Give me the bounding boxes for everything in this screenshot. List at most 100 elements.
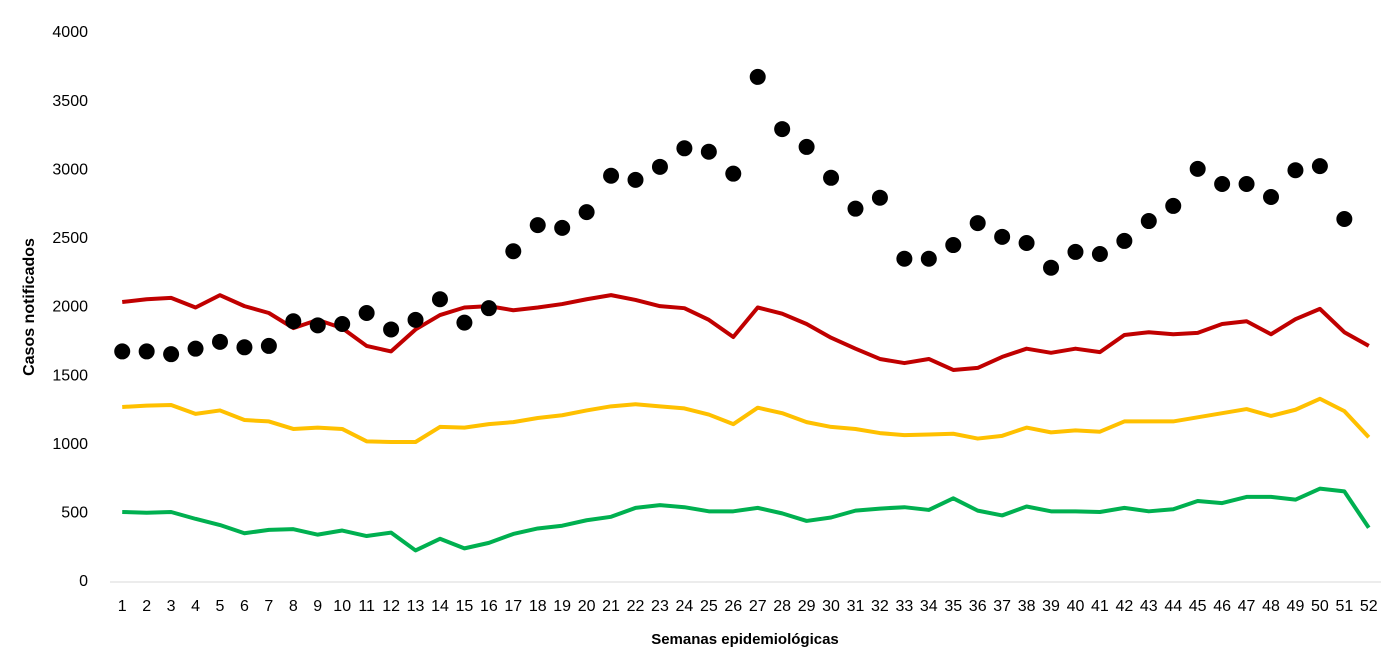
data-point [260, 337, 277, 354]
x-tick-label: 52 [1360, 598, 1378, 615]
data-point [749, 68, 766, 85]
x-tick-label: 17 [504, 598, 522, 615]
data-point [823, 169, 840, 186]
data-point [309, 317, 326, 334]
y-tick-label: 0 [79, 573, 88, 590]
data-point [407, 311, 424, 328]
x-axis-title: Semanas epidemiológicas [651, 631, 839, 648]
x-tick-label: 2 [142, 598, 151, 615]
x-tick-label: 40 [1067, 598, 1085, 615]
x-tick-label: 42 [1115, 598, 1133, 615]
x-tick-label: 15 [456, 598, 474, 615]
data-point [334, 315, 351, 332]
x-tick-label: 4 [191, 598, 200, 615]
data-point [1091, 245, 1108, 262]
x-tick-label: 35 [944, 598, 962, 615]
y-tick-label: 4000 [52, 24, 88, 41]
x-tick-label: 39 [1042, 598, 1060, 615]
data-point [847, 200, 864, 217]
x-tick-label: 48 [1262, 598, 1280, 615]
y-axis-title: Casos notificados [21, 238, 38, 376]
data-point [1165, 197, 1182, 214]
x-tick-label: 23 [651, 598, 669, 615]
data-point [798, 138, 815, 155]
data-point [969, 215, 986, 232]
data-point [163, 346, 180, 363]
data-point [994, 228, 1011, 245]
data-point [187, 340, 204, 357]
data-point [554, 219, 571, 236]
data-point [114, 343, 131, 360]
x-tick-label: 10 [333, 598, 351, 615]
x-tick-label: 38 [1018, 598, 1036, 615]
y-tick-label: 2500 [52, 230, 88, 247]
data-point [1116, 232, 1133, 249]
x-tick-label: 41 [1091, 598, 1109, 615]
x-tick-label: 14 [431, 598, 449, 615]
data-point [1214, 175, 1231, 192]
data-point [1287, 162, 1304, 179]
data-point [1336, 210, 1353, 227]
x-tick-label: 45 [1189, 598, 1207, 615]
data-point [1311, 158, 1328, 175]
x-tick-label: 32 [871, 598, 889, 615]
x-tick-label: 6 [240, 598, 249, 615]
x-tick-label: 37 [993, 598, 1011, 615]
x-tick-label: 11 [358, 598, 375, 615]
data-point [529, 217, 546, 234]
x-tick-label: 5 [216, 598, 225, 615]
data-point [1238, 175, 1255, 192]
x-tick-label: 34 [920, 598, 938, 615]
x-tick-label: 24 [675, 598, 693, 615]
x-tick-label: 1 [118, 598, 127, 615]
data-point [1263, 189, 1280, 206]
x-tick-label: 30 [822, 598, 840, 615]
data-point [358, 304, 375, 321]
x-tick-label: 36 [969, 598, 987, 615]
y-tick-label: 500 [61, 505, 88, 522]
x-tick-label: 25 [700, 598, 718, 615]
data-point [285, 313, 302, 330]
series-line [121, 293, 1370, 372]
data-point [1140, 213, 1157, 230]
x-tick-label: 50 [1311, 598, 1329, 615]
x-tick-label: 19 [553, 598, 571, 615]
x-tick-label: 9 [313, 598, 322, 615]
data-point [1018, 234, 1035, 251]
data-point [480, 300, 497, 317]
x-tick-label: 20 [578, 598, 596, 615]
data-point [211, 333, 228, 350]
x-tick-label: 27 [749, 598, 767, 615]
x-tick-label: 18 [529, 598, 547, 615]
x-tick-label: 49 [1287, 598, 1305, 615]
data-point [920, 250, 937, 267]
data-point [138, 343, 155, 360]
data-point [1189, 160, 1206, 177]
y-tick-label: 3000 [52, 161, 88, 178]
y-tick-label: 1000 [52, 436, 88, 453]
data-point [676, 140, 693, 157]
x-tick-label: 8 [289, 598, 298, 615]
data-point [896, 250, 913, 267]
x-tick-label: 16 [480, 598, 498, 615]
x-tick-label: 21 [602, 598, 620, 615]
data-point [945, 237, 962, 254]
x-tick-label: 31 [847, 598, 865, 615]
data-point [871, 189, 888, 206]
y-tick-label: 3500 [52, 93, 88, 110]
data-point [431, 291, 448, 308]
series-line [122, 486, 1371, 553]
data-point [774, 121, 791, 138]
data-point [651, 158, 668, 175]
data-point [578, 204, 595, 221]
x-tick-label: 28 [773, 598, 791, 615]
data-point [700, 143, 717, 160]
data-point [383, 321, 400, 338]
x-tick-label: 12 [382, 598, 400, 615]
x-tick-label: 43 [1140, 598, 1158, 615]
data-point [1043, 259, 1060, 276]
x-tick-label: 33 [895, 598, 913, 615]
y-tick-label: 1500 [52, 367, 88, 384]
